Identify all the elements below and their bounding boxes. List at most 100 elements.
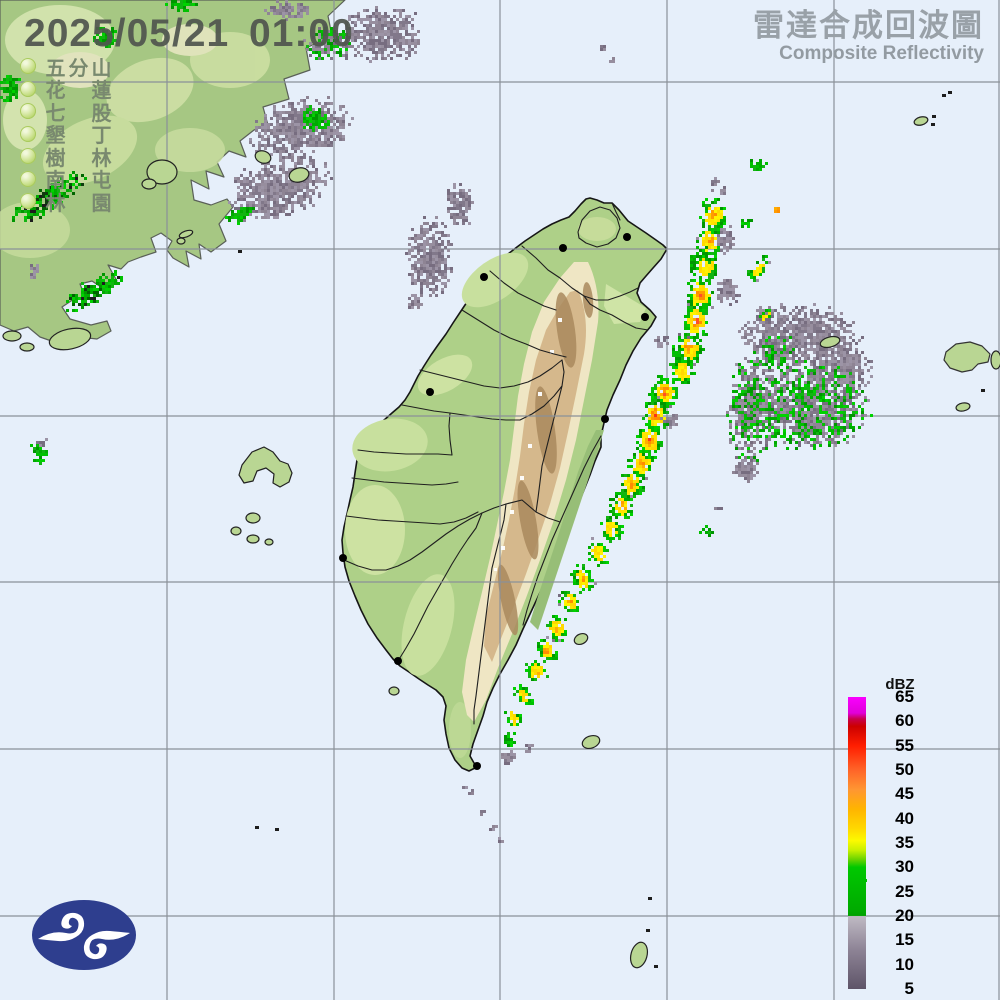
cwa-logo-ellipse	[32, 900, 136, 970]
echo-cluster-green	[690, 255, 699, 273]
echo-cluster-gray	[654, 336, 669, 348]
station-row: 墾丁	[20, 123, 113, 147]
small-island	[141, 178, 157, 190]
small-island	[573, 632, 589, 646]
small-island	[230, 526, 242, 536]
small-island	[19, 342, 35, 352]
echo-cluster-gray	[468, 789, 474, 795]
station-row: 樹林	[20, 145, 113, 170]
legend-tick-20: 20	[895, 906, 914, 925]
city-dot	[480, 273, 488, 281]
station-name-char: 南	[45, 170, 66, 193]
station-row: 花蓮	[20, 78, 113, 102]
dbz-legend: dBZ 65 60 55 50 45 40 35 30 25 20 15 10 5	[848, 672, 1000, 1000]
penghu-islands	[238, 446, 293, 488]
echo-cluster-gray-green	[741, 360, 873, 450]
echo-cluster-gray	[447, 183, 474, 225]
echo-cluster-gray	[732, 459, 759, 483]
station-row: 七股	[20, 100, 113, 125]
legend-tick-65: 65	[895, 687, 914, 706]
cwa-logo	[32, 900, 136, 970]
station-row: 南屯	[20, 168, 113, 192]
echo-cluster-green	[165, 0, 198, 12]
legend-tick-15: 15	[895, 930, 914, 950]
echo-cluster-green	[741, 219, 753, 228]
station-name-char: 墾	[45, 125, 66, 148]
echo-cluster-gray	[249, 96, 354, 162]
radar-status-icon	[20, 148, 36, 165]
yaeyama-islands	[943, 341, 991, 373]
small-island	[581, 734, 601, 750]
station-name-char: 林	[45, 192, 66, 215]
city-dot	[473, 762, 481, 770]
small-island	[246, 534, 260, 544]
small-island	[245, 512, 261, 524]
islet-speck	[238, 250, 242, 253]
station-name-char: 蓮	[91, 80, 112, 103]
small-island	[990, 350, 1000, 370]
city-dot	[559, 244, 567, 252]
echo-cluster-gray	[717, 225, 735, 255]
small-island	[2, 330, 22, 342]
radar-status-icon	[20, 170, 36, 187]
echo-cluster-conv2	[627, 447, 654, 480]
echo-cluster-conv2	[675, 333, 705, 366]
page-title: 雷達合成回波圖	[753, 8, 984, 43]
radar-echo-layer	[0, 0, 873, 888]
echo-cluster-gray-green	[726, 351, 777, 465]
echo-cluster-conv2	[570, 564, 597, 594]
legend-color-bar	[848, 697, 866, 989]
legend-tick-40: 40	[895, 808, 914, 828]
echo-cluster-conv1	[672, 354, 696, 384]
radar-status-icon	[20, 80, 36, 97]
station-name-char: 股	[91, 102, 112, 125]
legend-tick-55: 55	[895, 735, 914, 755]
station-name-char: 山	[91, 57, 112, 80]
echo-cluster-gray	[480, 810, 486, 816]
legend-tick-50: 50	[895, 760, 914, 779]
echo-cluster-green	[669, 345, 684, 369]
echo-cluster-gray	[30, 264, 39, 279]
echo-cluster-green	[750, 159, 768, 171]
small-island	[819, 335, 841, 349]
station-list: 五分山花蓮七股墾丁樹林南屯林園	[20, 55, 113, 215]
echo-cluster-gray	[405, 216, 453, 297]
station-row: 林園	[20, 190, 113, 215]
echo-cluster-conv1	[600, 516, 624, 543]
islet-specks	[238, 91, 985, 968]
echo-cluster-gray	[507, 750, 516, 759]
station-name-char: 丁	[91, 125, 112, 148]
islet-speck	[654, 965, 658, 968]
cwa-logo-swirl	[38, 912, 130, 960]
echo-cluster-gray	[609, 57, 615, 63]
taiwan-terrain	[345, 217, 646, 758]
radar-status-icon	[20, 193, 36, 210]
legend-tick-10: 10	[895, 954, 914, 974]
echo-cluster-gray-green	[303, 24, 354, 60]
echo-cluster-gray	[498, 837, 504, 843]
radar-status-icon	[20, 103, 36, 120]
legend-tick-35: 35	[895, 833, 914, 852]
city-dots	[339, 233, 649, 770]
station-name-char: 分	[68, 57, 89, 80]
station-name-char: 林	[91, 147, 112, 170]
mountain-peaks	[494, 318, 562, 571]
islet-speck	[648, 897, 652, 900]
station-name-char: 七	[45, 102, 66, 125]
echo-cluster-gray	[345, 6, 420, 63]
radar-status-icon	[20, 125, 36, 142]
echo-cluster-gray	[717, 279, 741, 306]
islet-speck	[931, 123, 935, 126]
city-dot	[601, 415, 609, 423]
station-name-char: 屯	[91, 170, 112, 193]
echo-cluster-conv2	[609, 489, 633, 519]
islet-speck	[275, 828, 279, 831]
echo-cluster-conv3	[636, 426, 663, 459]
islet-speck	[932, 115, 936, 118]
title-block: 雷達合成回波圖 Composite Reflectivity	[753, 8, 984, 63]
echo-cluster-gray	[462, 786, 468, 789]
echo-cluster-green	[699, 525, 714, 537]
station-name-char: 五	[45, 57, 66, 80]
